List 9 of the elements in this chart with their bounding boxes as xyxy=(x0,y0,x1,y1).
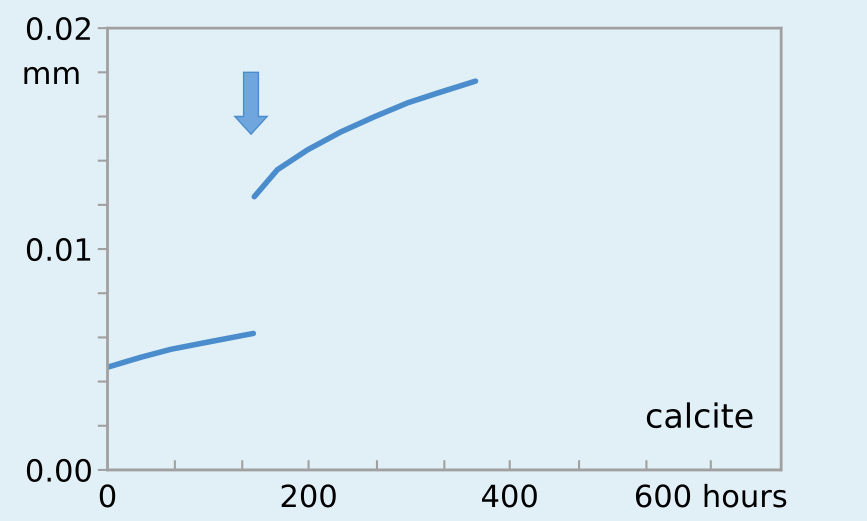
y-tick-label: 0.00 xyxy=(26,458,91,482)
x-tick-label: 0 xyxy=(100,484,116,508)
x-tick-label: 400 xyxy=(482,484,537,508)
annotation: calcite xyxy=(646,402,752,428)
x-tick-label: 600 hours xyxy=(636,484,786,508)
y-tick-label: 0.02 xyxy=(26,17,90,40)
y-tick-label: 0.01 xyxy=(26,238,90,262)
x-tick-label: 200 xyxy=(282,484,336,508)
y-axis-title: mm xyxy=(24,66,79,84)
